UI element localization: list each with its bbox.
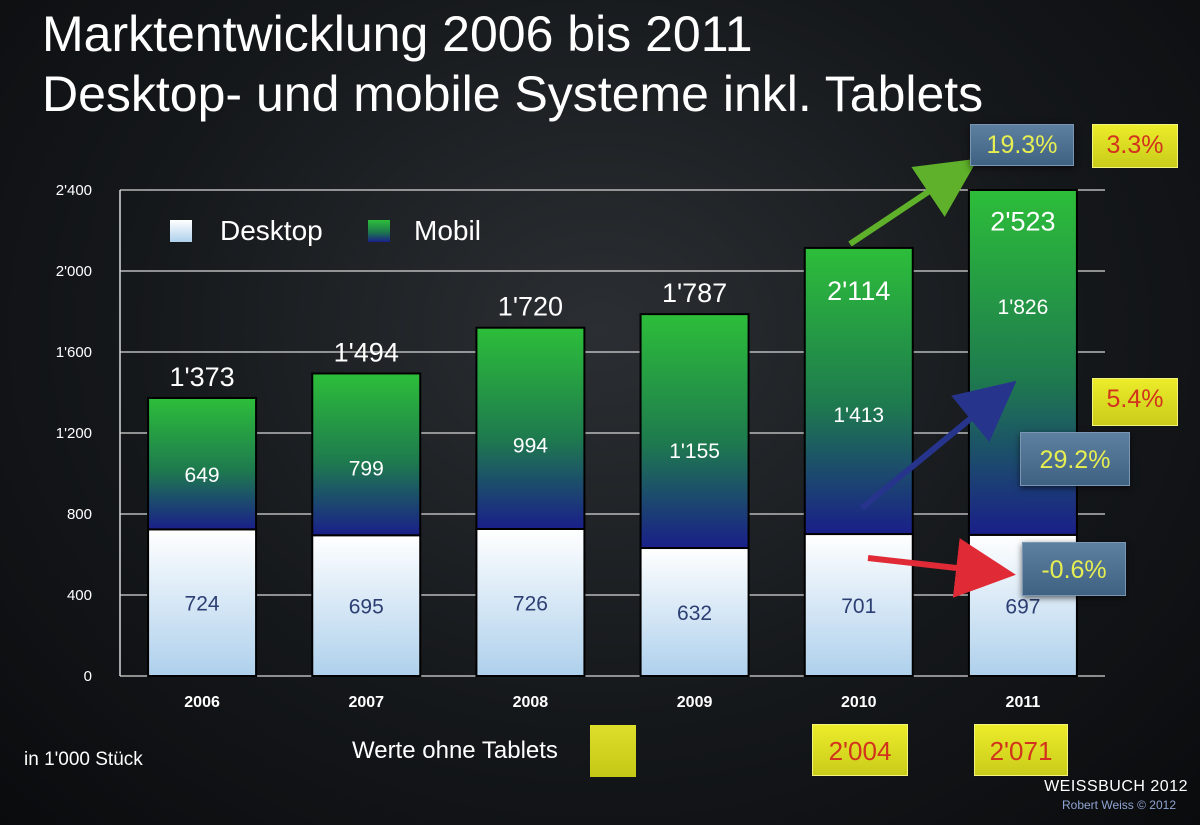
footer-credit: Robert Weiss © 2012 bbox=[1061, 798, 1176, 812]
x-tick-label: 2011 bbox=[1006, 694, 1041, 711]
data-label-total: 2'523 bbox=[990, 207, 1055, 237]
bar-desktop-2007 bbox=[311, 534, 422, 678]
data-label-mobile: 799 bbox=[349, 457, 384, 480]
x-tick-label: 2010 bbox=[841, 694, 877, 711]
data-label-total: 1'373 bbox=[169, 362, 234, 392]
bar-mobile-2010 bbox=[803, 246, 914, 536]
data-label-desktop: 724 bbox=[185, 593, 220, 616]
total-growth-badge: 29.2% bbox=[1020, 432, 1130, 486]
total-without-tablets-2010: 2'004 bbox=[812, 724, 908, 776]
mobile-growth-arrow bbox=[848, 158, 978, 247]
bar-mobile-2007 bbox=[311, 372, 422, 537]
y-tick-label: 2'400 bbox=[56, 182, 92, 199]
data-label-total: 1'720 bbox=[498, 292, 563, 322]
data-label-mobile: 1'413 bbox=[833, 404, 884, 427]
data-label-mobile: 994 bbox=[513, 434, 548, 457]
legend-swatch-mobile bbox=[368, 220, 390, 242]
desktop-growth-badge: -0.6% bbox=[1022, 542, 1126, 596]
title-line-1: Marktentwicklung 2006 bis 2011 bbox=[42, 6, 753, 62]
bar-desktop-2010 bbox=[803, 533, 914, 677]
bar-desktop-2009 bbox=[639, 547, 750, 678]
x-tick-label: 2007 bbox=[348, 694, 384, 711]
data-label-mobile: 1'826 bbox=[998, 296, 1049, 319]
mobile-growth-no-tablets-badge: 3.3% bbox=[1092, 124, 1178, 168]
mobile-growth-badge: 19.3% bbox=[970, 124, 1074, 166]
x-tick-label: 2008 bbox=[513, 694, 549, 711]
data-label-desktop: 701 bbox=[841, 595, 876, 618]
y-tick-label: 400 bbox=[67, 587, 92, 604]
bar-desktop-2008 bbox=[475, 527, 586, 677]
total-without-tablets-2011: 2'071 bbox=[974, 724, 1068, 776]
data-label-mobile: 1'155 bbox=[669, 440, 720, 463]
data-label-desktop: 697 bbox=[1005, 595, 1040, 618]
total-growth-no-tablets-badge: 5.4% bbox=[1092, 378, 1178, 426]
bar-desktop-2006 bbox=[147, 528, 258, 678]
bar-mobile-2008 bbox=[475, 326, 586, 530]
y-tick-label: 800 bbox=[67, 506, 92, 523]
y-tick-label: 0 bbox=[84, 668, 92, 685]
data-label-mobile: 649 bbox=[185, 464, 220, 487]
page-title: Marktentwicklung 2006 bis 2011 Desktop- … bbox=[42, 4, 983, 124]
title-line-2: Desktop- und mobile Systeme inkl. Tablet… bbox=[42, 66, 984, 122]
bar-mobile-2006 bbox=[147, 396, 258, 531]
legend-label-desktop: Desktop bbox=[220, 215, 323, 246]
data-label-total: 2'114 bbox=[827, 276, 890, 306]
data-label-total: 1'494 bbox=[334, 337, 399, 367]
legend-label-mobile: Mobil bbox=[414, 215, 481, 246]
bar-mobile-2009 bbox=[639, 313, 750, 550]
total-growth-arrow bbox=[860, 380, 1017, 511]
data-label-desktop: 695 bbox=[349, 596, 384, 619]
y-tick-label: 2'000 bbox=[56, 263, 92, 280]
y-tick-label: 1'600 bbox=[56, 344, 92, 361]
x-tick-label: 2006 bbox=[184, 694, 220, 711]
x-tick-label: 2009 bbox=[677, 694, 713, 711]
data-label-total: 1'787 bbox=[662, 278, 727, 308]
tablet-note-swatch bbox=[590, 725, 636, 777]
footer-title: WEISSBUCH 2012 bbox=[1044, 778, 1188, 795]
data-label-desktop: 632 bbox=[677, 602, 712, 625]
data-label-desktop: 726 bbox=[513, 592, 548, 615]
tablet-note-label: Werte ohne Tablets bbox=[352, 737, 558, 764]
desktop-growth-arrow bbox=[867, 538, 1016, 598]
legend-swatch-desktop bbox=[170, 220, 192, 242]
y-tick-label: 1'200 bbox=[56, 425, 92, 442]
unit-note: in 1'000 Stück bbox=[24, 749, 143, 770]
